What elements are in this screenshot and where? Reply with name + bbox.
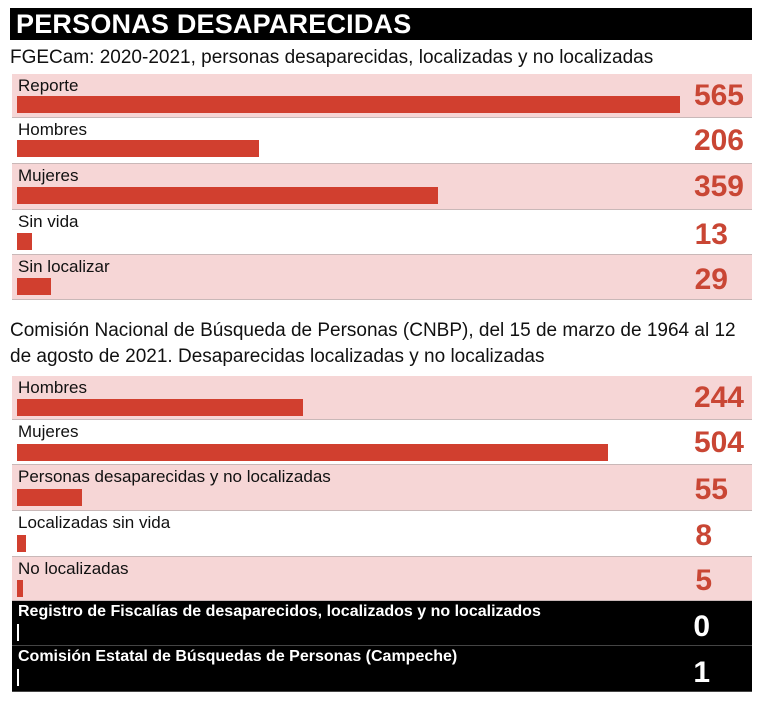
bar-label: Localizadas sin vida [18,513,171,532]
bar-row: Hombres 206 [12,118,752,164]
bar-row: Personas desaparecidas y no localizadas … [12,465,752,511]
bar-label: Personas desaparecidas y no localizadas [18,467,331,486]
bar-value: 29 [694,263,728,296]
bar [17,669,19,686]
bar [17,580,23,597]
bar-label: Sin localizar [18,257,110,276]
bar-row: No localizadas 5 [12,557,752,601]
bar-row: Mujeres 359 [12,164,752,210]
bar-row: Reporte 565 [12,74,752,118]
bar-value: 504 [693,426,744,459]
bar-row: Comisión Estatal de Búsquedas de Persona… [12,646,752,692]
bar [17,624,19,641]
bar [17,140,259,157]
bar-row: Mujeres 504 [12,420,752,465]
page-title: PERSONAS DESAPARECIDAS [10,8,752,40]
bar-label: Mujeres [18,422,79,441]
bar-label: Registro de Fiscalías de desaparecidos, … [18,603,541,620]
bar-label: Mujeres [18,166,79,185]
bar [17,96,680,113]
bar-row: Hombres 244 [12,376,752,420]
bar [17,489,82,506]
bar-row: Sin localizar 29 [12,255,752,300]
bar [17,399,303,416]
bar-label: No localizadas [18,559,129,578]
bar-value: 565 [693,79,744,112]
bar-label: Sin vida [18,212,79,231]
bar-value: 8 [695,519,712,552]
subtitle-fgecam: FGECam: 2020-2021, personas desaparecida… [10,47,654,68]
bar [17,444,608,461]
bar-value: 5 [695,564,712,597]
subtitle-cnbp: Comisión Nacional de Búsqueda de Persona… [10,320,736,367]
bar [17,278,51,295]
bar-value: 244 [693,381,744,414]
bar-value: 13 [694,218,728,251]
bar-label: Reporte [18,76,79,95]
bar-value: 1 [693,656,710,689]
bar-row: Sin vida 13 [12,210,752,255]
bar-label: Hombres [18,378,87,397]
bar-value: 55 [694,473,728,506]
bar-value: 206 [693,124,744,157]
bar [17,187,438,204]
bar-value: 359 [693,170,744,203]
bar-label: Comisión Estatal de Búsquedas de Persona… [18,648,458,665]
bar-row: Localizadas sin vida 8 [12,511,752,557]
bar [17,233,32,250]
bar-label: Hombres [18,120,87,139]
bar [17,535,26,552]
bar-value: 0 [693,610,710,643]
bar-row: Registro de Fiscalías de desaparecidos, … [12,601,752,646]
